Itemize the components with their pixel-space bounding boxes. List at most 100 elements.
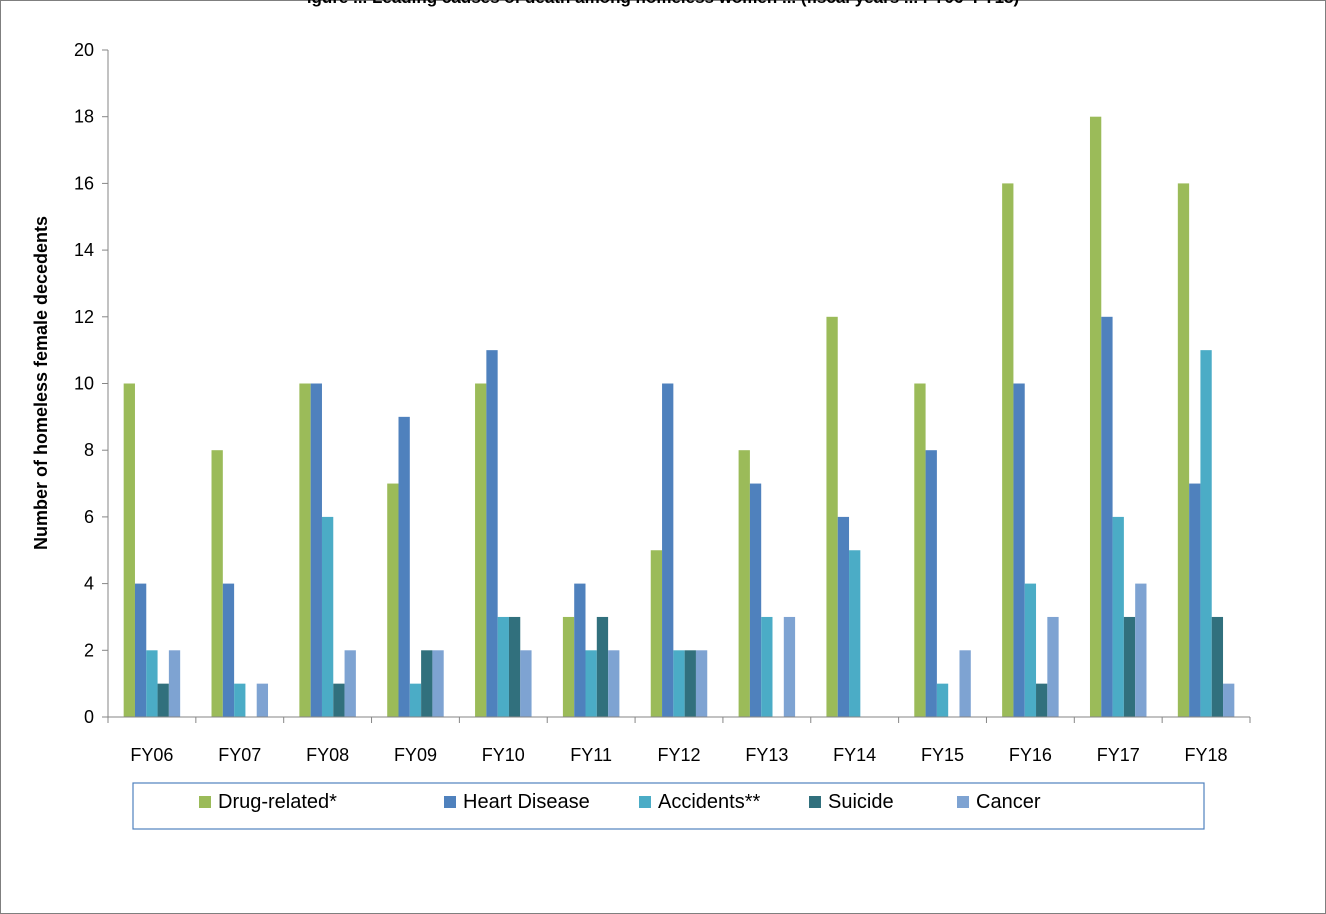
- bar: [1112, 516, 1124, 717]
- bar: [849, 550, 861, 717]
- bar: [684, 650, 696, 717]
- bar: [134, 583, 147, 717]
- legend-label: Heart Disease: [463, 791, 590, 813]
- y-tick-label: 10: [74, 374, 94, 394]
- x-tick-label: FY15: [921, 745, 964, 765]
- bar: [1089, 116, 1102, 717]
- bar: [596, 616, 609, 717]
- bar: [475, 383, 487, 717]
- bar: [783, 616, 796, 717]
- bar: [1024, 583, 1037, 717]
- y-tick-label: 2: [84, 640, 94, 660]
- bar: [749, 483, 762, 717]
- bar: [1013, 383, 1025, 717]
- bar: [310, 383, 322, 717]
- bar: [333, 683, 345, 717]
- bar: [662, 383, 674, 717]
- bar: [508, 616, 521, 717]
- legend-label: Accidents**: [658, 791, 760, 813]
- bar: [211, 450, 223, 717]
- bar: [1002, 183, 1014, 717]
- bar: [608, 650, 620, 717]
- legend-label: Suicide: [828, 791, 894, 813]
- y-tick-label: 18: [74, 107, 94, 127]
- legend-swatch: [957, 796, 969, 808]
- bar: [1047, 616, 1059, 717]
- bar: [1101, 316, 1113, 717]
- bar: [914, 383, 926, 717]
- x-tick-label: FY10: [482, 745, 525, 765]
- bar: [925, 450, 937, 717]
- bar: [1177, 183, 1190, 717]
- bar: [826, 316, 838, 717]
- bar: [168, 650, 181, 717]
- y-tick-label: 16: [74, 173, 94, 193]
- bar: [837, 516, 850, 717]
- y-tick-label: 20: [74, 40, 94, 60]
- legend-swatch: [809, 796, 821, 808]
- bar: [123, 383, 135, 717]
- bar: [157, 683, 169, 717]
- x-tick-label: FY09: [394, 745, 437, 765]
- y-axis: 0 2 4 6 8 10 12 14 16 18 20: [74, 40, 109, 727]
- bar: [1036, 683, 1048, 717]
- y-tick-label: 8: [84, 440, 94, 460]
- bar: [1123, 616, 1136, 717]
- bar: [562, 616, 575, 717]
- y-axis-label: Number of homeless female decedents: [31, 216, 51, 550]
- bar: [673, 650, 685, 717]
- bar: [222, 583, 235, 717]
- bar: [234, 683, 246, 717]
- bar: [398, 416, 410, 717]
- bar: [761, 616, 773, 717]
- bar: [299, 383, 311, 717]
- x-tick-label: FY08: [306, 745, 349, 765]
- legend: Drug-related* Heart Disease Accidents** Sui…: [132, 782, 1205, 830]
- bar: [738, 450, 750, 717]
- bar: [585, 650, 597, 717]
- legend-label: Cancer: [976, 791, 1041, 813]
- y-tick-label: 4: [84, 574, 94, 594]
- y-tick-label: 6: [84, 507, 94, 527]
- bar: [520, 650, 532, 717]
- bar: [695, 650, 708, 717]
- bar: [1200, 350, 1212, 717]
- bar: [146, 650, 158, 717]
- bar: [1223, 683, 1235, 717]
- x-tick-label: FY14: [833, 745, 876, 765]
- y-tick-label: 14: [74, 240, 94, 260]
- bar: [959, 650, 971, 717]
- bar: [421, 650, 433, 717]
- bar: [432, 650, 444, 717]
- y-tick-label: 0: [84, 707, 94, 727]
- bar: [1189, 483, 1201, 717]
- y-tick-label: 12: [74, 307, 94, 327]
- bar: [344, 650, 356, 717]
- x-tick-label: FY12: [657, 745, 700, 765]
- bar: [650, 550, 663, 717]
- bar: [497, 616, 509, 717]
- x-tick-label: FY17: [1097, 745, 1140, 765]
- legend-swatch: [639, 796, 651, 808]
- x-axis: FY06 FY07 FY08 FY09 FY10 FY11 FY12 FY13 FY14 FY15…: [107, 716, 1251, 765]
- legend-label: Drug-related*: [218, 791, 337, 813]
- bar: [387, 483, 399, 717]
- bar: [321, 516, 334, 717]
- bars: [123, 116, 1235, 717]
- bar: [486, 350, 498, 717]
- x-tick-label: FY13: [745, 745, 788, 765]
- bar: [1211, 616, 1224, 717]
- bar: [1135, 583, 1147, 717]
- legend-box: [132, 782, 1205, 830]
- x-tick-label: FY06: [130, 745, 173, 765]
- x-tick-label: FY11: [570, 745, 612, 765]
- bar: [936, 683, 949, 717]
- bar: [574, 583, 586, 717]
- bar: [409, 683, 422, 717]
- x-tick-label: FY18: [1185, 745, 1228, 765]
- x-tick-label: FY07: [218, 745, 261, 765]
- bar: [256, 683, 269, 717]
- x-tick-label: FY16: [1009, 745, 1052, 765]
- legend-swatch: [444, 796, 456, 808]
